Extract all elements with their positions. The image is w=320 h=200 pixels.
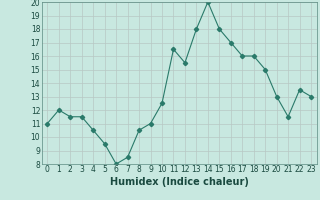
X-axis label: Humidex (Indice chaleur): Humidex (Indice chaleur) bbox=[110, 177, 249, 187]
